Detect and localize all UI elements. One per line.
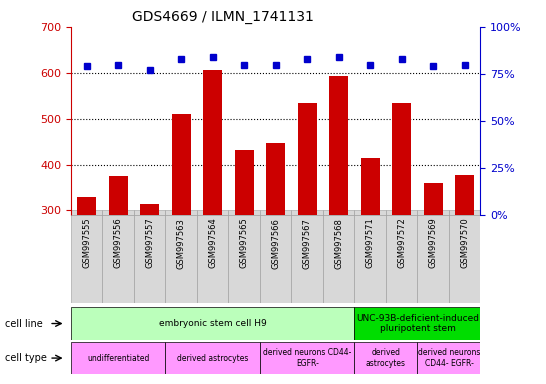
- Bar: [260, 342, 354, 374]
- Bar: [260, 215, 292, 303]
- Bar: [228, 210, 260, 215]
- Bar: [386, 215, 418, 303]
- Bar: [165, 342, 260, 374]
- Bar: [354, 307, 480, 340]
- Text: GDS4669 / ILMN_1741131: GDS4669 / ILMN_1741131: [132, 10, 314, 25]
- Text: GSM997557: GSM997557: [145, 218, 154, 268]
- Bar: [197, 215, 228, 303]
- Bar: [449, 215, 480, 303]
- Text: GSM997571: GSM997571: [366, 218, 375, 268]
- Text: GSM997567: GSM997567: [302, 218, 312, 268]
- Text: derived neurons CD44-
EGFR-: derived neurons CD44- EGFR-: [263, 348, 352, 368]
- Text: GSM997572: GSM997572: [397, 218, 406, 268]
- Text: GSM997566: GSM997566: [271, 218, 280, 268]
- Bar: [361, 158, 379, 215]
- Text: GSM997556: GSM997556: [114, 218, 123, 268]
- Bar: [71, 342, 165, 374]
- Bar: [418, 215, 449, 303]
- Bar: [134, 215, 165, 303]
- Text: GSM997555: GSM997555: [82, 218, 91, 268]
- Bar: [71, 210, 103, 215]
- Text: undifferentiated: undifferentiated: [87, 354, 150, 362]
- Bar: [103, 215, 134, 303]
- Bar: [260, 210, 292, 215]
- Text: GSM997563: GSM997563: [177, 218, 186, 268]
- Text: GSM997565: GSM997565: [240, 218, 249, 268]
- Bar: [203, 71, 222, 215]
- Bar: [228, 215, 260, 303]
- Bar: [71, 215, 103, 303]
- Bar: [298, 103, 317, 215]
- Bar: [165, 210, 197, 215]
- Text: cell type: cell type: [5, 353, 48, 363]
- Bar: [424, 183, 443, 215]
- Bar: [71, 307, 354, 340]
- Bar: [418, 210, 449, 215]
- Text: derived astrocytes: derived astrocytes: [177, 354, 248, 362]
- Text: derived neurons
CD44- EGFR-: derived neurons CD44- EGFR-: [418, 348, 480, 368]
- Bar: [323, 215, 354, 303]
- Text: GSM997570: GSM997570: [460, 218, 469, 268]
- Bar: [329, 76, 348, 215]
- Bar: [134, 210, 165, 215]
- Bar: [455, 175, 474, 215]
- Bar: [292, 210, 323, 215]
- Bar: [354, 342, 418, 374]
- Bar: [172, 114, 191, 215]
- Bar: [103, 210, 134, 215]
- Text: GSM997564: GSM997564: [208, 218, 217, 268]
- Bar: [354, 215, 386, 303]
- Text: cell line: cell line: [5, 318, 43, 329]
- Bar: [140, 204, 159, 215]
- Bar: [418, 342, 480, 374]
- Bar: [266, 143, 285, 215]
- Bar: [235, 150, 254, 215]
- Text: GSM997569: GSM997569: [429, 218, 438, 268]
- Bar: [386, 210, 418, 215]
- Text: embryonic stem cell H9: embryonic stem cell H9: [159, 319, 266, 328]
- Bar: [392, 103, 411, 215]
- Bar: [165, 215, 197, 303]
- Bar: [78, 197, 96, 215]
- Text: UNC-93B-deficient-induced
pluripotent stem: UNC-93B-deficient-induced pluripotent st…: [356, 314, 479, 333]
- Bar: [292, 215, 323, 303]
- Bar: [354, 210, 386, 215]
- Bar: [197, 210, 228, 215]
- Text: derived
astrocytes: derived astrocytes: [366, 348, 406, 368]
- Bar: [323, 210, 354, 215]
- Bar: [109, 176, 128, 215]
- Bar: [449, 210, 480, 215]
- Text: GSM997568: GSM997568: [334, 218, 343, 268]
